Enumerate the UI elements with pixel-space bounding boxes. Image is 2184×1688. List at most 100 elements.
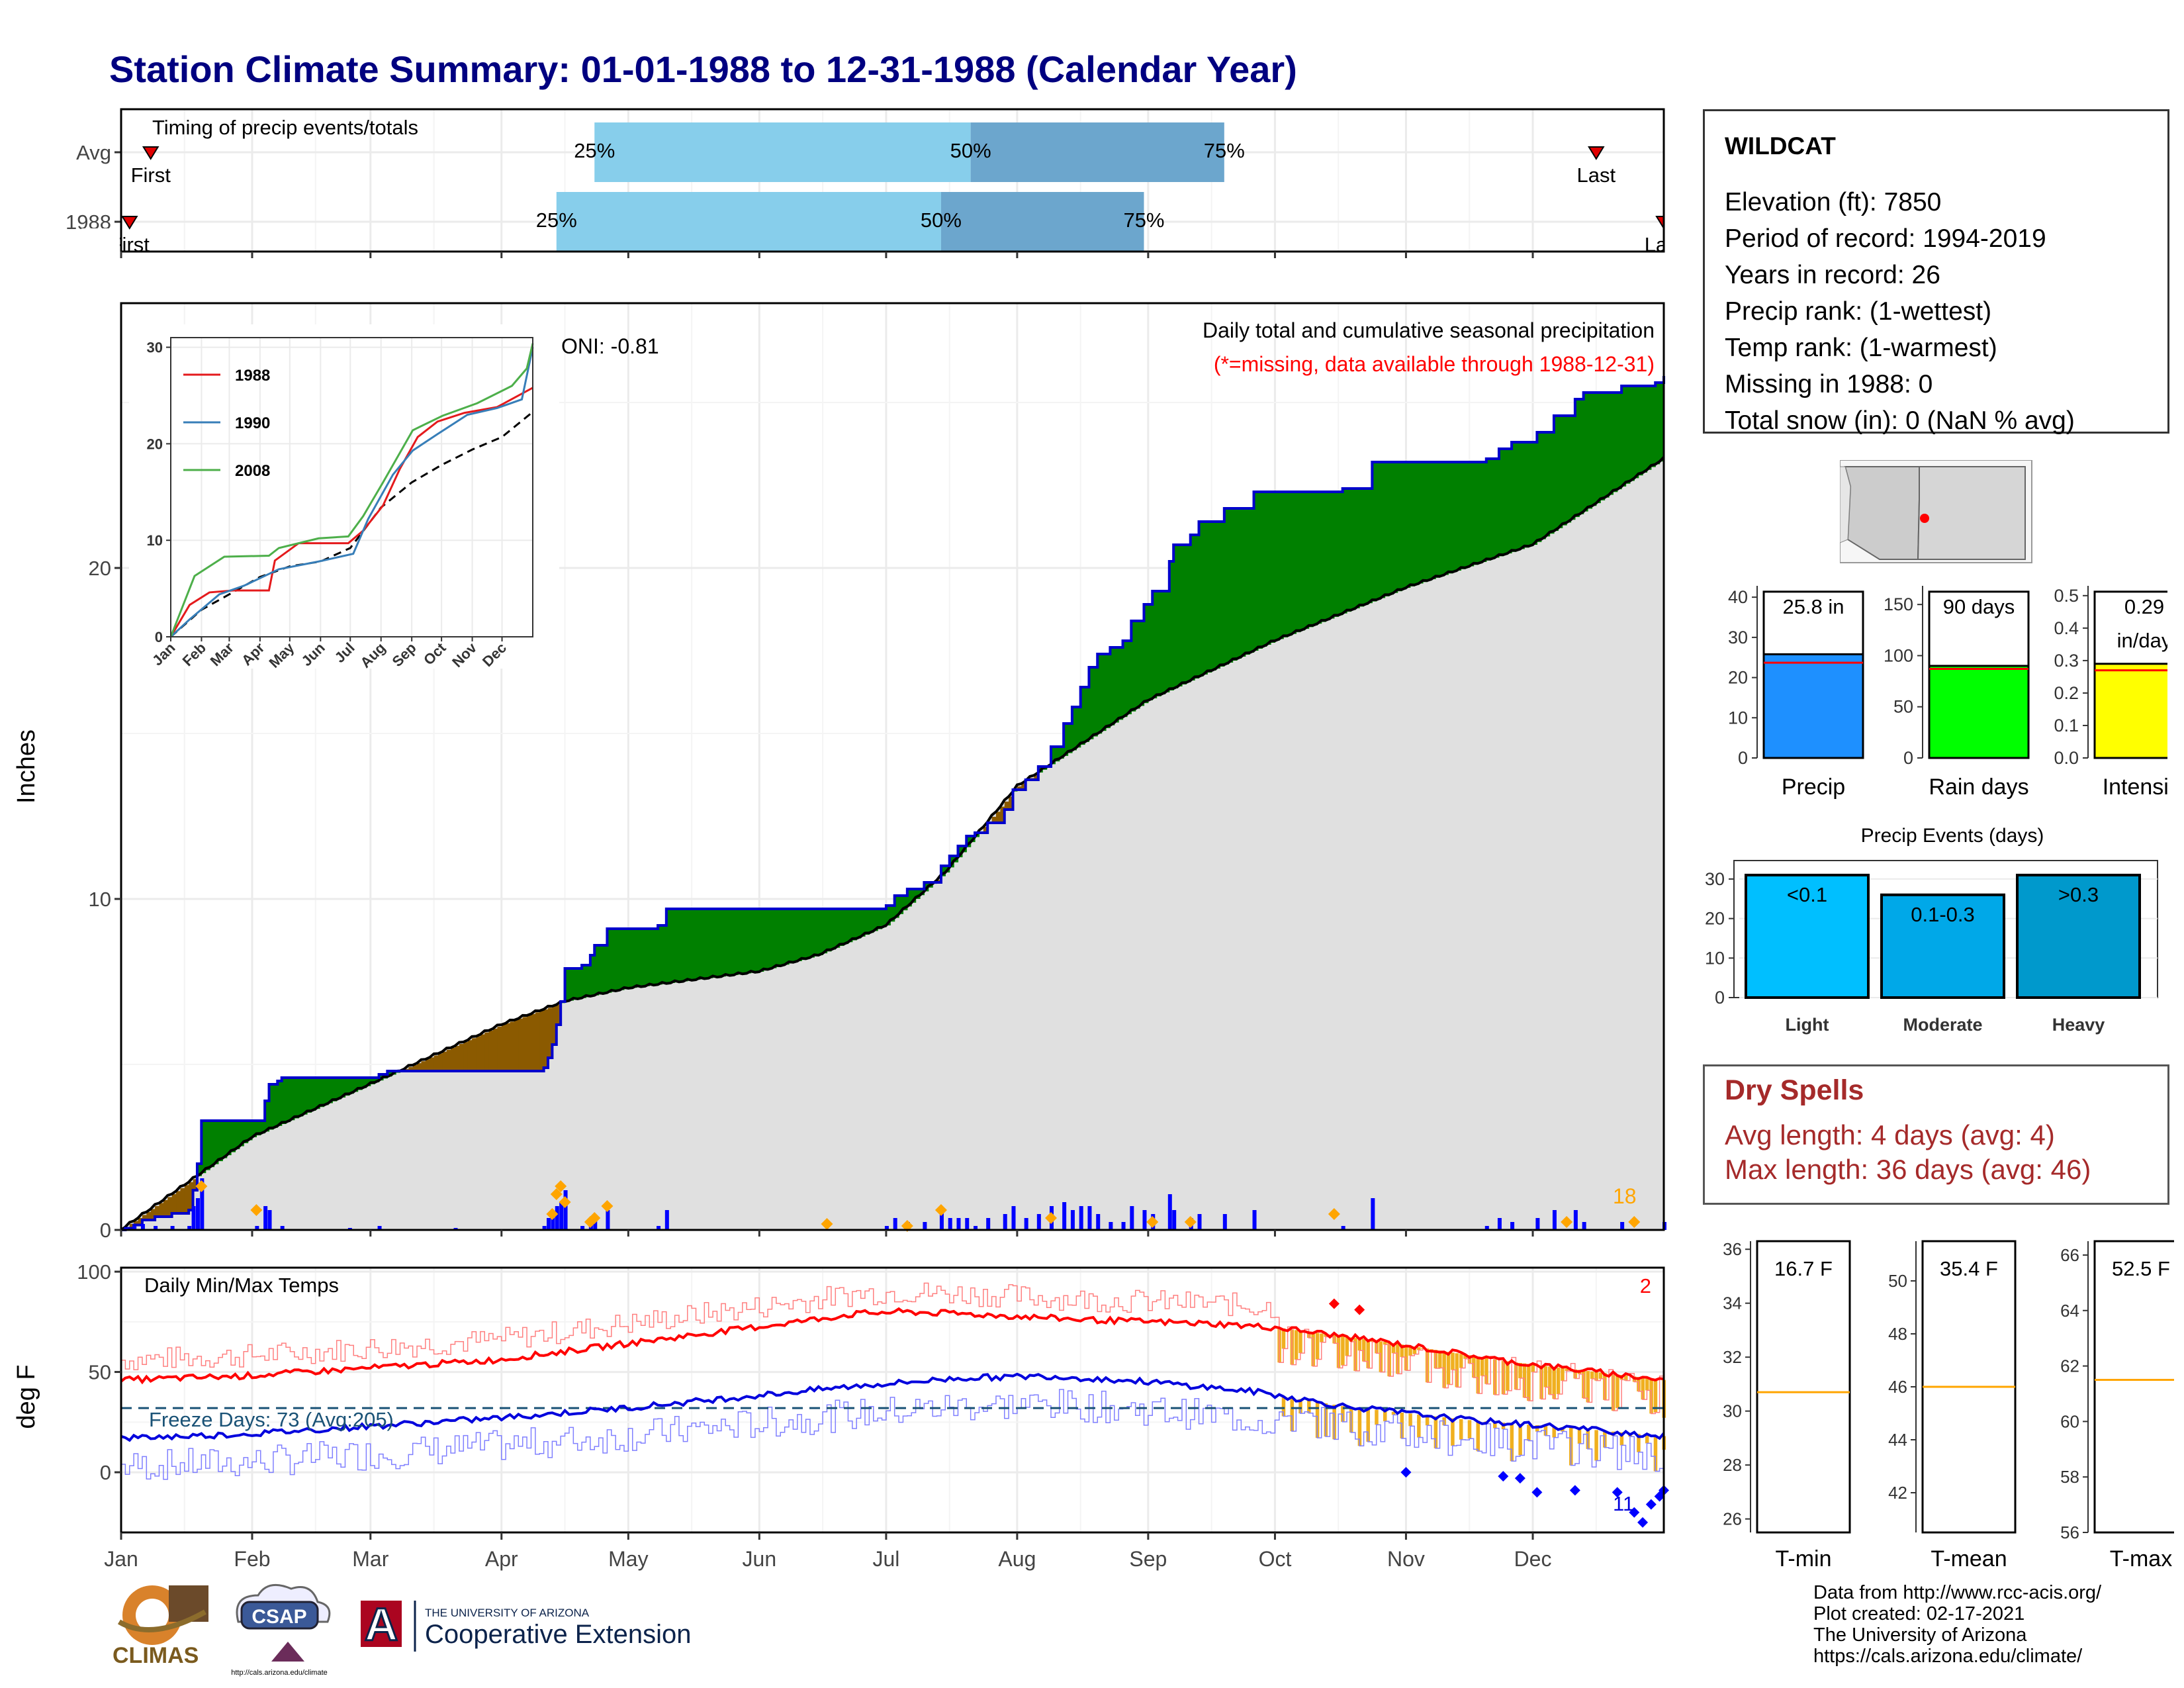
surplus-band bbox=[1126, 641, 1132, 714]
surplus-band bbox=[1220, 522, 1225, 667]
summary-bars: 0 10 20 30 40 25.8 in Precip 0 50 100 150 90 days Ra… bbox=[1728, 586, 2167, 800]
surplus-band bbox=[1494, 459, 1500, 558]
events-tick-label: 30 bbox=[1705, 869, 1725, 889]
tmin-anomaly-bar bbox=[1433, 1416, 1438, 1448]
deficit-band bbox=[433, 1055, 439, 1071]
surplus-band bbox=[674, 909, 680, 983]
temp-bar-tick-label: 30 bbox=[1723, 1401, 1742, 1421]
tmin-anomaly-bar bbox=[1408, 1413, 1412, 1427]
surplus-band bbox=[1625, 386, 1631, 484]
surplus-band bbox=[1135, 621, 1140, 709]
new-mexico-shape bbox=[1917, 466, 2026, 560]
first-event-label: First bbox=[131, 164, 171, 187]
temp-bar-tick-label: 62 bbox=[2060, 1356, 2079, 1376]
oni-label: ONI: -0.81 bbox=[561, 334, 659, 358]
tmax-anomaly-bar bbox=[1565, 1368, 1569, 1372]
inset-series-line-1990 bbox=[169, 347, 534, 638]
spacer bbox=[0, 99, 120, 126]
deficit-band bbox=[155, 1205, 160, 1217]
surplus-band bbox=[649, 929, 655, 986]
daily-avg-marker bbox=[601, 1200, 614, 1212]
surplus-band bbox=[848, 909, 853, 943]
locator-map bbox=[1840, 460, 2032, 563]
daily-precip-bar bbox=[547, 1218, 551, 1230]
surplus-band bbox=[1359, 489, 1365, 607]
surplus-band bbox=[882, 909, 887, 927]
surplus-band bbox=[205, 1121, 210, 1170]
surplus-band bbox=[1326, 492, 1331, 621]
deficit-band bbox=[467, 1040, 473, 1071]
surplus-band bbox=[708, 909, 713, 978]
surplus-band bbox=[1106, 654, 1111, 728]
deficit-band bbox=[138, 1217, 143, 1225]
tmax-anomaly-bar bbox=[1653, 1379, 1658, 1413]
surplus-band bbox=[1347, 489, 1352, 612]
surplus-band bbox=[201, 1121, 206, 1174]
surplus-band bbox=[1435, 462, 1441, 578]
surplus-band bbox=[1393, 462, 1398, 593]
deficit-band bbox=[995, 812, 1001, 823]
record-low-marker bbox=[1531, 1487, 1543, 1498]
station-detail-line: Total snow (in): 0 (NaN % avg) bbox=[1725, 406, 2075, 435]
mini-bar-tick-label: 150 bbox=[1884, 594, 1913, 614]
surplus-band bbox=[1211, 522, 1216, 671]
surplus-band bbox=[713, 909, 718, 978]
surplus-band bbox=[687, 909, 692, 981]
neighbor-shape bbox=[1840, 466, 1851, 543]
tmin-anomaly-bar bbox=[1357, 1407, 1362, 1446]
deficit-band bbox=[531, 1013, 536, 1071]
mini-bar-intensity bbox=[2093, 663, 2167, 759]
temp-bar-tick-label: 28 bbox=[1723, 1455, 1742, 1475]
inset-ytick-label: 20 bbox=[147, 436, 163, 452]
event-bar-moderate bbox=[1880, 893, 2005, 1000]
deficit-band bbox=[150, 1209, 156, 1220]
timing-bar-q50-q75 bbox=[940, 192, 1144, 252]
tmax-anomaly-bar bbox=[1341, 1336, 1345, 1366]
surplus-band bbox=[751, 909, 756, 973]
surplus-band bbox=[1338, 492, 1343, 616]
surplus-band bbox=[1579, 399, 1584, 514]
precip-ytick-label: 0 bbox=[100, 1219, 111, 1242]
record-low-marker bbox=[1498, 1471, 1509, 1482]
temp-bar-tick-label: 58 bbox=[2060, 1467, 2079, 1487]
tmax-anomaly-bar bbox=[1518, 1362, 1522, 1379]
first-event-marker bbox=[142, 146, 159, 160]
daily-precip-bar bbox=[1484, 1226, 1489, 1230]
event-bar-light bbox=[1745, 873, 1870, 999]
surplus-band bbox=[818, 909, 823, 955]
surplus-band bbox=[899, 896, 904, 914]
surplus-band bbox=[214, 1121, 219, 1164]
deficit-band bbox=[430, 1057, 435, 1071]
surplus-band bbox=[823, 909, 828, 954]
surplus-band bbox=[265, 1101, 270, 1132]
tmax-anomaly-bar bbox=[1463, 1354, 1467, 1359]
tmax-anomaly-bar bbox=[1383, 1342, 1387, 1345]
last-event-marker bbox=[1588, 146, 1605, 160]
surplus-band bbox=[1604, 393, 1610, 498]
surplus-band bbox=[776, 909, 781, 967]
surplus-band bbox=[768, 909, 773, 970]
arizona-shape bbox=[1844, 466, 1920, 560]
deficit-band bbox=[446, 1049, 451, 1071]
tmin-anomaly-bar bbox=[1391, 1411, 1396, 1415]
month-label: Sep bbox=[1129, 1547, 1167, 1571]
tmin-anomaly-bar bbox=[1383, 1411, 1387, 1422]
tmax-anomaly-bar bbox=[1408, 1346, 1412, 1356]
daily-precip-bar bbox=[593, 1218, 598, 1230]
deficit-band bbox=[189, 1182, 194, 1210]
surplus-band bbox=[1372, 462, 1377, 602]
surplus-band bbox=[1431, 462, 1436, 579]
daily-precip-bar bbox=[1252, 1210, 1257, 1230]
daily-tmax-line bbox=[121, 1282, 1664, 1418]
tmax-anomaly-bar bbox=[1590, 1371, 1594, 1379]
surplus-band bbox=[1528, 442, 1533, 547]
deficit-band bbox=[1004, 801, 1009, 810]
surplus-band bbox=[831, 909, 836, 950]
daily-avg-marker bbox=[934, 1204, 947, 1216]
ua-a-letter: A bbox=[365, 1599, 398, 1650]
surplus-band bbox=[1406, 462, 1411, 588]
surplus-band bbox=[302, 1078, 308, 1115]
surplus-band bbox=[1245, 508, 1250, 655]
deficit-band bbox=[412, 1064, 418, 1071]
month-label: Dec bbox=[1514, 1547, 1552, 1571]
